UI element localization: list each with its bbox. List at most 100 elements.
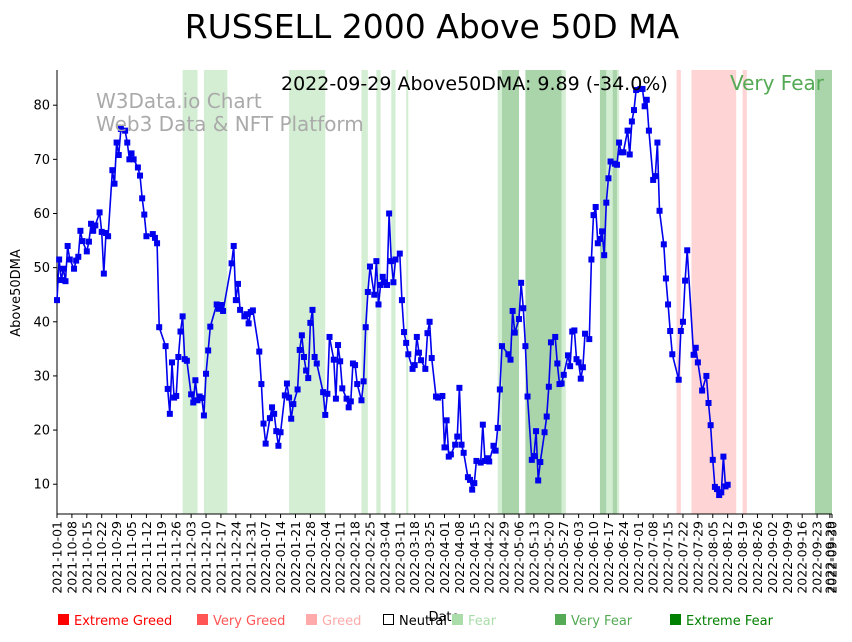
zone-band	[497, 70, 502, 514]
data-point	[200, 412, 207, 419]
legend-swatch	[306, 614, 317, 625]
data-point	[607, 158, 614, 165]
data-point	[418, 357, 425, 364]
data-point	[71, 265, 78, 272]
data-point	[352, 362, 359, 369]
data-point	[456, 384, 463, 391]
x-tick-label: 2021-10-01	[50, 521, 65, 594]
data-point	[552, 333, 559, 340]
data-point	[88, 220, 95, 227]
legend-label: Very Fear	[571, 614, 633, 629]
y-tick-label: 20	[33, 424, 50, 439]
y-tick-label: 60	[33, 207, 50, 222]
data-point	[122, 127, 129, 134]
data-point	[543, 413, 550, 420]
data-point	[151, 234, 158, 241]
data-point	[228, 260, 235, 267]
data-point	[77, 227, 84, 234]
x-tick-label: 2022-02-18	[348, 521, 363, 594]
data-point	[98, 228, 105, 235]
data-point	[441, 444, 448, 451]
data-point	[473, 457, 480, 464]
data-point	[467, 476, 474, 483]
legend-label: Extreme Fear	[686, 614, 774, 629]
data-point	[326, 333, 333, 340]
zone-band	[742, 70, 747, 514]
legend-swatch	[383, 614, 394, 625]
legend-label: Neutral	[399, 614, 447, 629]
x-tick-label: 2021-11-05	[124, 521, 139, 594]
data-point	[384, 281, 391, 288]
data-point	[654, 139, 661, 146]
data-point	[113, 139, 120, 146]
zone-bands	[182, 70, 832, 514]
data-point	[364, 289, 371, 295]
data-point	[168, 359, 175, 366]
data-point	[286, 394, 293, 401]
data-point	[494, 424, 501, 431]
data-point	[709, 456, 716, 463]
legend-swatch	[197, 614, 208, 625]
data-point	[203, 370, 210, 377]
data-point	[194, 397, 201, 404]
x-tick-label: 2022-05-06	[512, 521, 527, 594]
zone-band	[612, 70, 617, 514]
zone-band	[391, 70, 396, 514]
data-point	[620, 149, 627, 156]
x-tick-label: 2022-01-14	[273, 521, 288, 594]
x-tick-label: 2022-06-17	[601, 521, 616, 594]
x-tick-label: 2022-05-20	[541, 521, 556, 594]
data-point	[139, 195, 146, 202]
data-point	[560, 371, 567, 378]
data-point	[73, 257, 80, 264]
data-point	[179, 313, 186, 320]
data-point	[596, 235, 603, 242]
x-tick-label: 2022-08-05	[705, 521, 720, 594]
data-point	[177, 328, 184, 335]
x-tick-label: 2022-06-24	[616, 521, 631, 594]
data-point	[705, 400, 712, 406]
data-point	[362, 324, 369, 331]
legend-label: Very Greed	[213, 614, 285, 629]
data-point	[641, 103, 648, 110]
data-point	[134, 164, 141, 171]
data-point	[269, 404, 276, 411]
data-point	[271, 410, 278, 417]
watermark-line-2: Web3 Data & NFT Platform	[96, 112, 364, 136]
data-point	[633, 87, 640, 94]
data-point	[230, 242, 237, 249]
data-point	[220, 307, 227, 314]
data-point	[675, 376, 682, 383]
legend-swatch	[58, 614, 69, 625]
x-tick-label: 2022-01-28	[303, 521, 318, 594]
data-point	[198, 395, 205, 402]
data-point	[273, 428, 280, 435]
x-tick-label: 2022-01-21	[288, 521, 303, 594]
data-point	[347, 398, 354, 405]
data-point	[102, 229, 109, 236]
data-point	[128, 150, 135, 157]
zone-band	[203, 70, 228, 514]
legend-swatch	[452, 614, 463, 625]
data-point	[684, 247, 691, 254]
data-point	[373, 258, 380, 265]
data-point	[354, 381, 361, 388]
x-tick-label: 2022-01-07	[258, 521, 273, 594]
data-point	[460, 449, 467, 456]
data-point	[601, 252, 608, 259]
data-point	[443, 417, 450, 424]
data-point	[424, 330, 431, 337]
data-point	[477, 459, 484, 466]
data-point	[173, 392, 180, 399]
data-point	[243, 311, 250, 318]
data-point	[392, 256, 399, 263]
data-point	[141, 211, 148, 218]
x-tick-label: 2021-12-24	[228, 521, 243, 594]
x-tick-label: 2021-10-15	[79, 521, 94, 594]
x-tick-label: 2022-07-01	[631, 521, 646, 594]
data-point	[545, 383, 552, 390]
data-point	[217, 301, 224, 308]
data-point	[296, 346, 303, 353]
data-point	[518, 279, 525, 286]
data-point	[56, 256, 63, 263]
